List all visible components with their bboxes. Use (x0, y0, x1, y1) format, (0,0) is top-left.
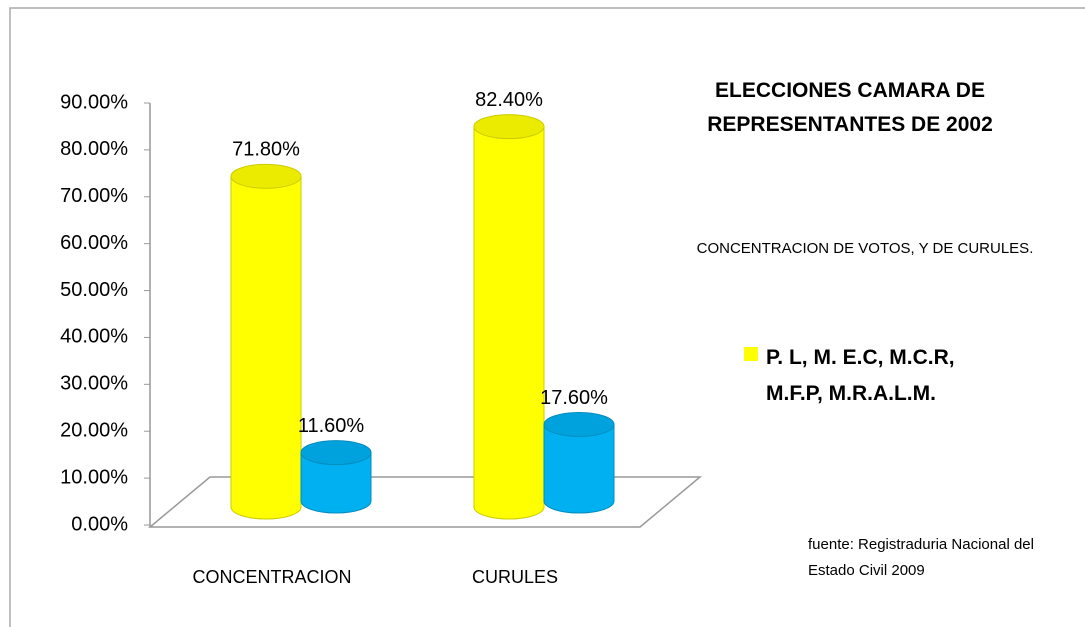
value-label: 82.40% (475, 89, 543, 111)
y-tick-label: 90.00% (60, 91, 128, 113)
frame (9, 7, 1085, 627)
x-tick-label: CONCENTRACION (192, 567, 351, 587)
legend-swatch (744, 347, 758, 361)
bar-top (543, 411, 615, 437)
value-label: 11.60% (298, 415, 365, 437)
bar-top (300, 440, 372, 466)
bar (230, 175, 302, 520)
y-tick-label: 0.00% (71, 513, 128, 535)
y-tick-label: 40.00% (60, 326, 128, 348)
legend-label: P. L, M. E.C, M.C.R, M.F.P, M.R.A.L.M. (766, 346, 955, 405)
y-tick-label: 50.00% (60, 279, 128, 301)
bar-top (230, 163, 302, 189)
bar (300, 452, 372, 514)
y-tick-label: 80.00% (60, 138, 128, 160)
bar (473, 126, 545, 520)
value-label: 17.60% (540, 387, 608, 409)
source-note: fuente: Registraduria Nacional del Estad… (808, 536, 1034, 579)
chart-title: ELECCIONES CAMARA DE REPRESENTANTES DE 2… (707, 79, 993, 136)
y-tick-label: 10.00% (60, 466, 128, 488)
x-tick-label: CURULES (472, 567, 558, 587)
y-tick-label: 70.00% (60, 185, 128, 207)
y-tick-label: 20.00% (60, 420, 128, 442)
y-tick-label: 60.00% (60, 232, 128, 254)
bar (543, 423, 615, 514)
y-tick-label: 30.00% (60, 373, 128, 395)
bar-top (473, 114, 545, 140)
chart-subtitle: CONCENTRACION DE VOTOS, Y DE CURULES. (696, 240, 1034, 257)
value-label: 71.80% (232, 139, 300, 161)
